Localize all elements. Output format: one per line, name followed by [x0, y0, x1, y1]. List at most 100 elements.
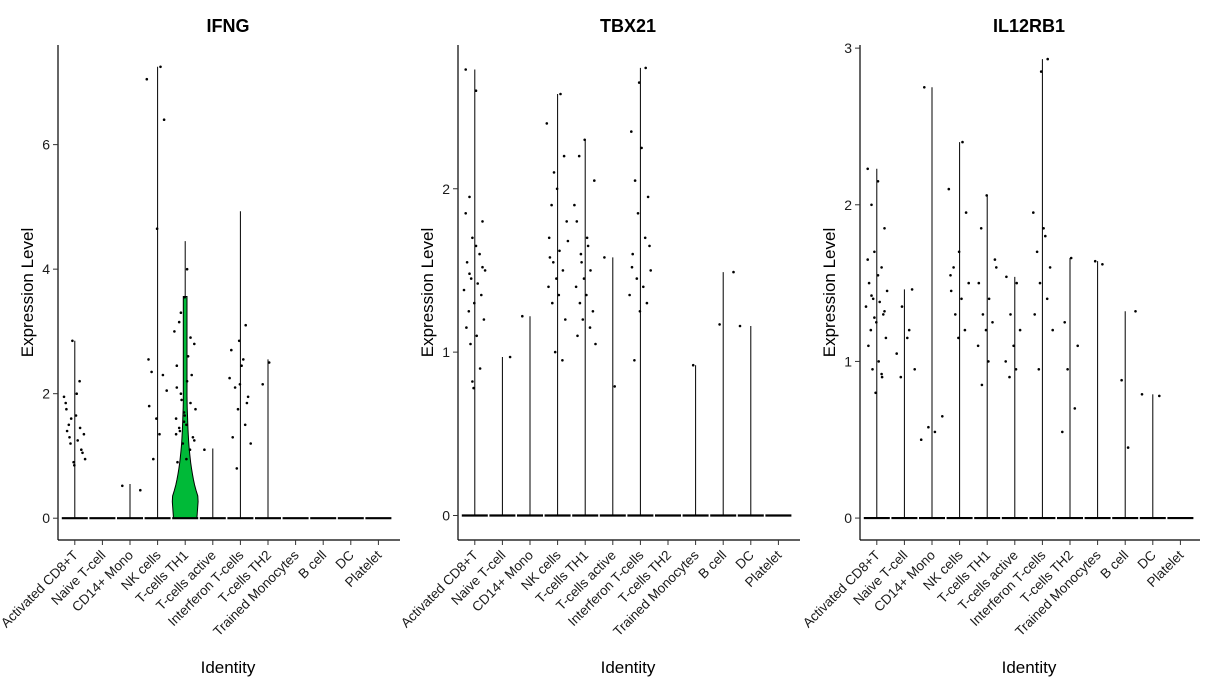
y-axis-label: Expression Level: [18, 228, 37, 357]
data-point: [871, 368, 874, 371]
y-tick-label: 0: [42, 510, 50, 526]
data-point: [75, 392, 78, 396]
data-point: [139, 488, 142, 492]
data-point: [977, 281, 981, 285]
violin-interferon-t-cells: Interferon T-cells: [967, 57, 1056, 629]
y-tick-label: 2: [42, 386, 50, 402]
data-point: [78, 426, 82, 430]
data-point: [1014, 368, 1018, 371]
data-point: [76, 439, 79, 442]
data-point: [981, 313, 985, 316]
data-point: [873, 250, 876, 254]
data-point: [993, 258, 997, 261]
data-point: [236, 407, 240, 411]
data-point: [483, 269, 487, 272]
data-point: [867, 281, 871, 285]
data-point: [550, 203, 553, 207]
data-point: [585, 293, 588, 297]
y-tick-label: 3: [844, 40, 852, 56]
data-point: [952, 266, 955, 269]
data-point: [179, 392, 183, 396]
data-point: [242, 358, 245, 361]
data-point: [1101, 263, 1104, 266]
data-point: [189, 401, 192, 405]
data-point: [551, 301, 554, 305]
data-point: [557, 293, 561, 297]
data-point: [1033, 313, 1036, 316]
data-point: [636, 212, 640, 215]
data-point: [261, 383, 265, 386]
data-point: [189, 336, 192, 339]
data-point: [864, 305, 868, 308]
data-point: [575, 220, 579, 223]
data-point: [643, 236, 647, 240]
data-point: [1158, 394, 1161, 398]
data-point: [880, 372, 883, 376]
violin-cd14-mono: CD14+ Mono: [871, 86, 945, 615]
data-point: [991, 321, 994, 324]
x-axis-label: Identity: [1002, 658, 1057, 677]
data-point: [919, 438, 923, 442]
data-point: [175, 364, 179, 368]
data-point: [941, 415, 944, 418]
data-point: [995, 266, 998, 269]
data-point: [638, 310, 642, 313]
data-point: [1140, 393, 1144, 396]
data-point: [884, 336, 888, 340]
data-point: [1073, 407, 1077, 410]
data-point: [177, 320, 181, 324]
data-point: [964, 211, 968, 214]
x-axis-label: Identity: [601, 658, 656, 677]
data-point: [65, 429, 69, 433]
data-point: [244, 323, 247, 327]
data-point: [947, 187, 951, 191]
data-point: [564, 318, 567, 321]
data-point: [178, 429, 182, 433]
data-point: [175, 386, 179, 389]
data-point: [472, 386, 475, 390]
data-point: [465, 261, 469, 264]
data-point: [190, 373, 193, 377]
data-point: [589, 269, 592, 272]
data-point: [228, 376, 231, 380]
x-tick-label: B cell: [295, 548, 329, 582]
data-point: [579, 252, 583, 256]
data-point: [645, 301, 649, 305]
data-point: [976, 344, 980, 348]
data-point: [80, 448, 83, 452]
data-point: [573, 203, 576, 207]
data-point: [482, 318, 486, 321]
data-point: [469, 277, 473, 280]
data-point: [182, 411, 186, 414]
data-point: [233, 386, 237, 389]
panel-title: TBX21: [600, 16, 656, 36]
data-point: [961, 140, 964, 144]
data-point: [691, 363, 695, 367]
data-point: [593, 179, 596, 182]
data-point: [67, 423, 71, 427]
data-point: [866, 167, 869, 171]
data-point: [1120, 378, 1123, 382]
data-point: [732, 270, 735, 274]
data-point: [895, 352, 898, 355]
data-point: [267, 361, 271, 364]
violin-b-cell: B cell: [295, 517, 337, 582]
data-point: [578, 301, 582, 305]
violin-b-cell: B cell: [695, 270, 737, 582]
x-tick-label: B cell: [695, 548, 729, 582]
violin-t-cells-th1: T-cells TH1: [533, 138, 599, 606]
panel-title: IL12RB1: [993, 16, 1065, 36]
data-point: [871, 297, 875, 301]
data-point: [577, 154, 581, 158]
data-point: [185, 457, 188, 461]
data-point: [1063, 321, 1066, 324]
data-point: [191, 436, 195, 439]
data-point: [561, 269, 565, 272]
data-point: [630, 265, 634, 269]
data-point: [468, 272, 471, 276]
data-point: [640, 146, 643, 150]
y-tick-label: 1: [442, 344, 450, 360]
y-tick-label: 1: [844, 353, 852, 369]
data-point: [69, 417, 73, 420]
data-point: [1032, 211, 1035, 214]
